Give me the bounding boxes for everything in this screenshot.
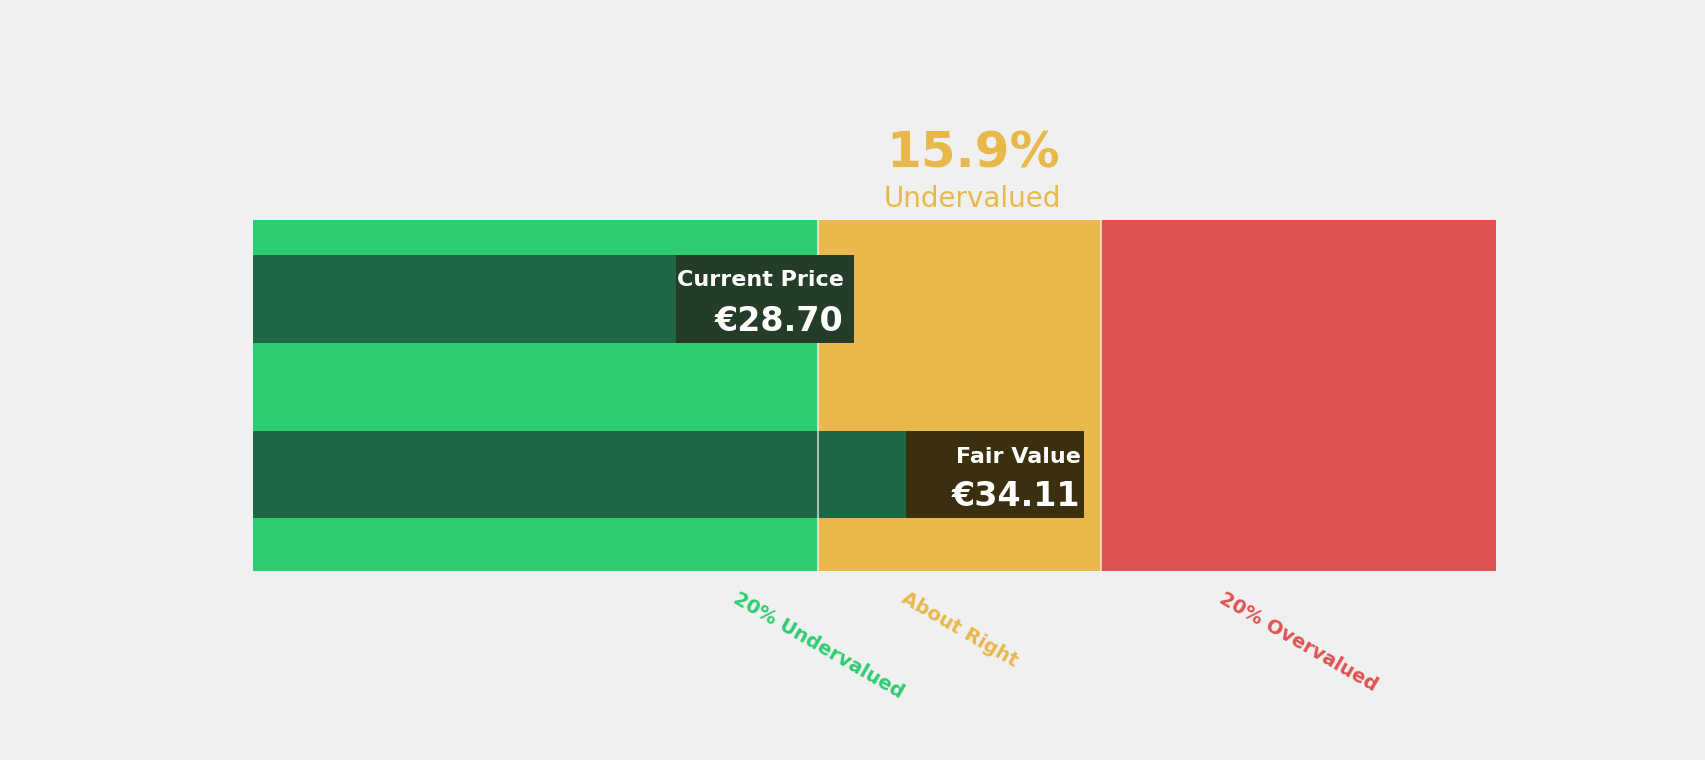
Bar: [675, 255, 854, 343]
Bar: [252, 255, 847, 343]
Bar: [252, 431, 958, 518]
Bar: [252, 422, 818, 527]
Text: Current Price: Current Price: [677, 271, 842, 290]
Text: €28.70: €28.70: [714, 305, 842, 337]
Text: Undervalued: Undervalued: [883, 185, 1061, 213]
Text: €34.11: €34.11: [951, 480, 1079, 513]
Text: Fair Value: Fair Value: [955, 447, 1079, 467]
Bar: [1100, 220, 1495, 571]
Text: About Right: About Right: [897, 588, 1021, 670]
Bar: [905, 431, 1084, 518]
Bar: [1100, 246, 1495, 352]
Bar: [252, 220, 818, 571]
Bar: [818, 220, 1100, 571]
Text: 15.9%: 15.9%: [885, 129, 1059, 177]
Bar: [1100, 422, 1495, 527]
Text: 20% Undervalued: 20% Undervalued: [730, 588, 905, 701]
Bar: [252, 246, 818, 352]
Bar: [818, 246, 1100, 352]
Bar: [818, 422, 1100, 527]
Text: 20% Overvalued: 20% Overvalued: [1216, 588, 1379, 695]
